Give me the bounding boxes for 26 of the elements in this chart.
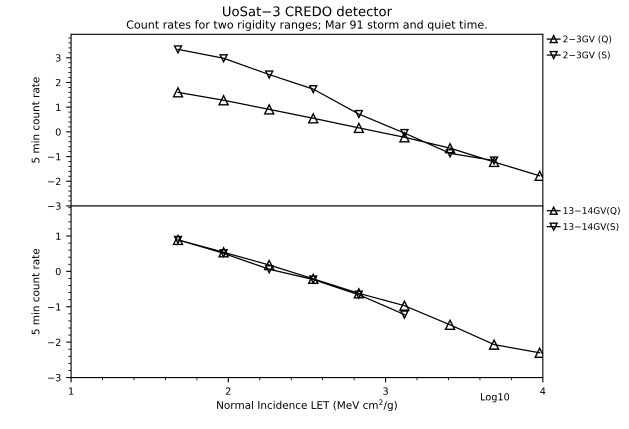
y-tick-label: −2 <box>48 178 60 185</box>
legend-label: 13−14GV(Q) <box>564 207 620 216</box>
x-tick-label: 3 <box>383 387 388 395</box>
x-axis-title: Normal Incidence LET (MeV cm$^{2}$/g) <box>217 399 397 411</box>
chart-title: UoSat−3 CREDO detector <box>223 6 392 16</box>
y-axis-title: 5 min count rate <box>31 248 40 334</box>
y-tick-label: −1 <box>48 153 60 160</box>
legend-label: 13−14GV(S) <box>564 222 618 232</box>
legend-label: 2−3GV (Q) <box>563 35 612 44</box>
chart-subtitle: Count rates for two rigidity ranges; Mar 91 storm and quiet time. <box>126 20 487 31</box>
y-tick-label: 3 <box>56 54 61 62</box>
y-tick-label: −1 <box>48 303 60 310</box>
y-tick-label: 0 <box>56 268 61 276</box>
y-tick-label: 1 <box>56 232 60 240</box>
y-axis-title: 5 min count rate <box>31 77 40 163</box>
y-tick-label: 0 <box>56 128 61 136</box>
x-tick-label: 1 <box>69 388 74 395</box>
y-tick-label: −2 <box>48 338 60 346</box>
y-tick-label: −3 <box>48 374 61 382</box>
x-tick-label: 4 <box>540 388 546 395</box>
x-tick-label: 2 <box>226 387 230 395</box>
y-tick-label: 1 <box>56 104 60 111</box>
y-tick-label: 2 <box>56 78 60 86</box>
legend-label: 2−3GV (S) <box>563 51 610 60</box>
text: Log10 <box>481 393 510 402</box>
y-tick-label: −3 <box>48 202 61 210</box>
